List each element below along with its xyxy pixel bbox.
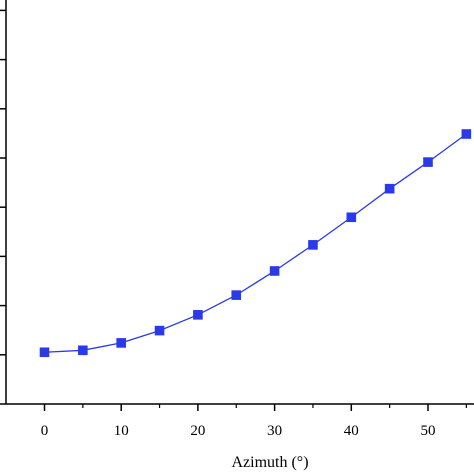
data-point-marker — [154, 325, 165, 336]
y-axis-ticks — [0, 9, 6, 405]
data-point-marker — [39, 347, 50, 358]
x-tick-label: 50 — [421, 423, 436, 439]
x-tick-label: 0 — [41, 423, 49, 439]
data-point-marker — [384, 183, 395, 194]
x-tick-label: 40 — [344, 423, 359, 439]
series-layer — [39, 129, 472, 358]
x-axis-label: Azimuth (°) — [231, 454, 308, 471]
x-axis-ticks: 0 10 20 30 40 50 — [41, 404, 467, 439]
data-point-marker — [269, 266, 280, 276]
series-line — [44, 133, 467, 353]
data-point-marker — [78, 345, 88, 356]
plot-area: 0 10 20 30 40 50 — [0, 0, 474, 439]
data-point-marker — [193, 310, 203, 320]
data-point-marker — [231, 290, 242, 300]
data-point-marker — [308, 240, 318, 250]
data-point-marker — [461, 129, 472, 139]
data-point-marker — [423, 157, 433, 167]
x-tick-label: 10 — [114, 423, 129, 439]
data-point-marker — [116, 338, 126, 348]
x-tick-label: 20 — [190, 423, 205, 439]
x-tick-label: 30 — [267, 423, 282, 439]
data-point-marker — [346, 212, 357, 223]
